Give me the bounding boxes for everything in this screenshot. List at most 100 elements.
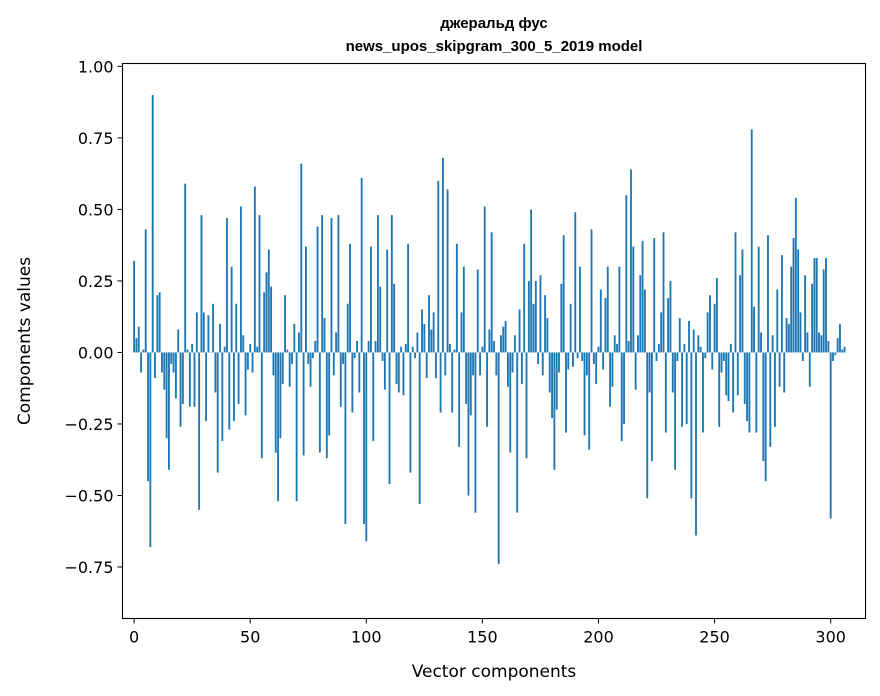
bar [137,326,140,353]
bar [265,272,268,353]
bar [722,352,725,362]
bar [697,335,700,353]
bar [274,352,277,453]
bar [541,352,544,376]
bar [318,352,321,453]
bar [518,309,521,353]
bar [667,298,670,353]
bar [664,352,667,433]
bar [451,352,454,413]
bar [163,352,166,390]
bar [843,346,846,353]
x-tick-label: 0 [129,628,139,647]
bar [713,303,716,353]
bar [630,169,632,353]
bar [370,246,372,353]
bar [300,163,303,353]
bar [279,352,282,439]
bar [207,315,210,353]
bar [648,352,651,393]
bar [537,352,540,364]
bar [616,343,618,353]
bar [599,289,602,353]
bar [646,352,649,499]
bar [188,352,191,407]
bar [144,229,147,353]
bar [277,352,279,502]
bar [446,189,449,353]
bar [416,332,419,353]
bar [685,352,688,424]
y-tick-label: 0.50 [78,200,114,219]
bar [165,352,168,439]
bar [576,352,579,359]
bar [193,352,196,407]
bar [393,283,396,353]
bar [425,352,428,379]
bar [727,352,730,402]
bar [191,343,194,353]
bar [841,349,844,353]
bar [404,343,407,353]
bar [161,352,163,373]
bar [516,352,519,513]
bar [743,352,746,404]
bar [560,283,563,353]
bar [760,332,762,353]
y-tick-label: 0.75 [78,129,114,148]
bar [683,343,686,353]
bar [711,352,714,370]
bar [829,352,832,519]
bar [613,335,616,353]
bar [242,335,245,353]
bar [588,352,591,450]
bar [606,266,609,353]
bar [267,249,270,353]
bar [332,352,335,376]
bar [709,295,711,353]
bar [637,335,639,353]
bar [151,94,154,353]
bar [486,352,488,427]
y-tick-label: 1.00 [78,57,114,76]
bar [135,338,138,353]
bar [715,278,718,353]
x-axis-label: Vector components [412,662,577,682]
bar [414,352,416,359]
bar [813,258,816,353]
bar [149,352,152,547]
bar [379,286,382,353]
bar [360,177,363,353]
x-tick-label: 150 [467,628,498,647]
bar [729,343,732,353]
bar [551,352,553,419]
bar [423,323,426,353]
bar [321,215,324,353]
bar [692,329,695,353]
bar [198,352,201,510]
bar [344,352,347,525]
bar [555,352,558,410]
bar [474,352,477,513]
bar [618,266,621,353]
bar [305,246,307,353]
bar [604,298,607,353]
bar [367,341,370,353]
bar [620,352,623,442]
bar [298,332,300,353]
bar [400,346,403,353]
bar [558,352,560,373]
bar [239,206,242,353]
bar [479,352,481,376]
bar [804,275,807,353]
bar [202,312,205,353]
bar [808,352,811,387]
bar [643,289,646,353]
bar [260,352,263,459]
bar [244,352,247,416]
bar [657,343,660,353]
bar [179,352,182,427]
bar [662,232,665,353]
bar [748,352,751,433]
bar [311,352,314,359]
